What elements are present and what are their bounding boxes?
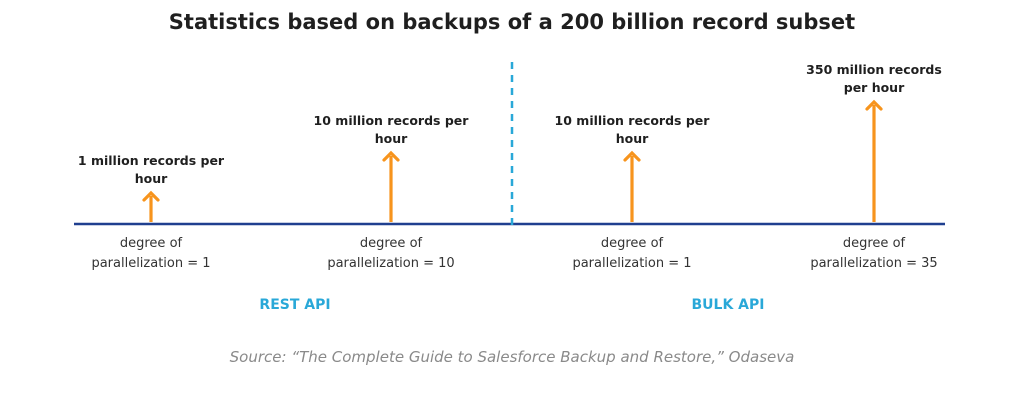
category-label: degree of: [360, 236, 423, 251]
arrow-mark: [142, 190, 160, 222]
data-label: 10 million records per: [555, 113, 711, 128]
data-label: per hour: [844, 80, 905, 95]
category-label: parallelization = 35: [810, 256, 937, 271]
category-label: degree of: [120, 236, 183, 251]
arrow-head: [142, 190, 160, 202]
data-label: 350 million records: [806, 62, 942, 77]
group-labels: REST API BULK API: [259, 297, 764, 313]
data-label: hour: [375, 131, 408, 146]
arrow-head: [865, 99, 883, 111]
category-label: parallelization = 1: [572, 256, 691, 271]
arrow-mark: [382, 150, 400, 222]
group-label: BULK API: [692, 297, 765, 313]
data-label: hour: [616, 131, 649, 146]
arrow-head: [623, 150, 641, 162]
data-label: 1 million records per: [78, 153, 225, 168]
arrow-mark: [865, 99, 883, 222]
source-note: Source: “The Complete Guide to Salesforc…: [230, 348, 795, 366]
data-label: hour: [135, 171, 168, 186]
category-labels: degree of parallelization = 1 degree of par…: [91, 236, 937, 271]
category-label: parallelization = 1: [91, 256, 210, 271]
category-label: degree of: [843, 236, 906, 251]
chart-marks: 1 million records per hour 10 million reco…: [78, 62, 942, 222]
group-label: REST API: [259, 297, 330, 313]
chart-title: Statistics based on backups of a 200 bil…: [169, 10, 855, 34]
category-label: parallelization = 10: [327, 256, 454, 271]
data-label: 10 million records per: [314, 113, 470, 128]
category-label: degree of: [601, 236, 664, 251]
arrow-mark: [623, 150, 641, 222]
arrow-head: [382, 150, 400, 162]
